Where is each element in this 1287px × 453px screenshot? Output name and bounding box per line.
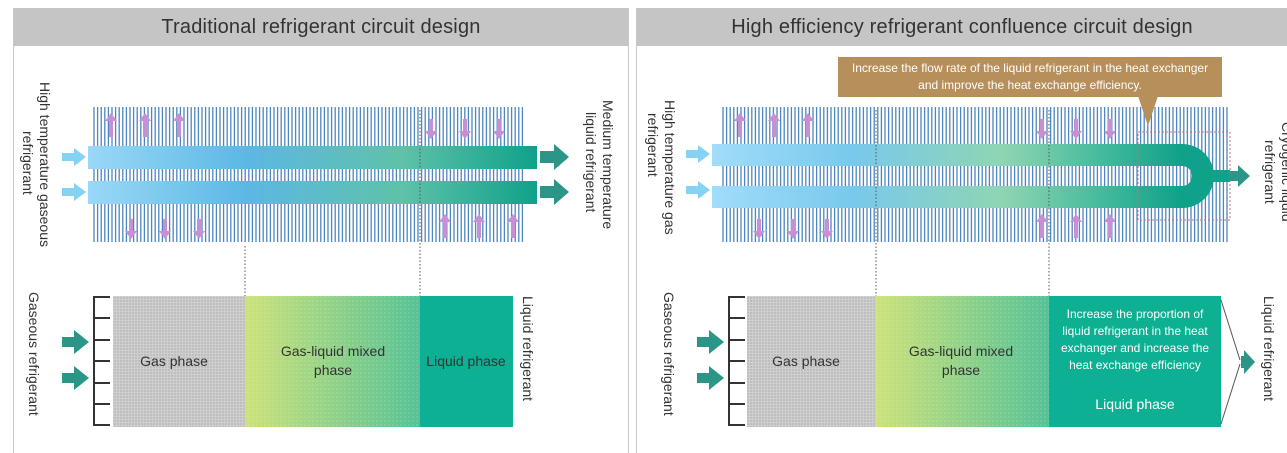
airflow-up-arrow xyxy=(1070,214,1082,238)
airflow-down-arrow xyxy=(1104,119,1116,139)
fin-lines xyxy=(722,107,1228,242)
callout-pointer xyxy=(1138,96,1158,126)
airflow-up-arrow xyxy=(507,214,519,238)
airflow-up-arrow xyxy=(1036,214,1048,238)
gas-inlet-arrow xyxy=(697,366,724,390)
airflow-up-arrow xyxy=(173,113,185,137)
liquid-phase-region xyxy=(420,296,513,427)
bottom-inlet-label: Gaseous refrigerant xyxy=(661,292,677,416)
gas-phase-region xyxy=(113,296,245,427)
gas-phase-label: Gas phase xyxy=(140,353,208,369)
mixed-phase-label: phase xyxy=(942,362,980,378)
airflow-up-arrow xyxy=(439,214,451,238)
panel-title-traditional: Traditional refrigerant circuit design xyxy=(14,8,628,46)
airflow-down-arrow xyxy=(125,219,137,239)
panel-high-efficiency: High efficiency refrigerant confluence c… xyxy=(636,8,1287,453)
airflow-arrows xyxy=(105,113,519,239)
mixed-phase-label: phase xyxy=(314,362,352,378)
liquid-phase-label: Liquid phase xyxy=(1095,396,1175,412)
confluence-tube xyxy=(712,144,1214,208)
panel-title-high-efficiency: High efficiency refrigerant confluence c… xyxy=(637,8,1287,46)
outlet-arrow xyxy=(540,179,569,205)
airflow-up-arrow xyxy=(768,113,780,137)
airflow-down-arrow xyxy=(193,219,205,239)
gas-inlet-arrow xyxy=(62,366,89,390)
airflow-up-arrow xyxy=(473,214,485,238)
panel-traditional: Traditional refrigerant circuit design xyxy=(13,8,629,453)
liquid-phase-region xyxy=(1049,296,1221,427)
airflow-down-arrow xyxy=(1036,119,1048,139)
outlet-arrow xyxy=(540,144,569,170)
inlet-arrow xyxy=(686,145,710,163)
refrigerant-tube-upper xyxy=(88,146,537,169)
mixed-phase-texture xyxy=(876,296,1049,427)
airflow-down-arrow xyxy=(753,219,765,239)
airflow-up-arrow xyxy=(105,113,117,137)
bottom-outlet-label: Liquid refrigerant xyxy=(520,296,536,401)
manifold-header xyxy=(93,296,110,426)
fin-lines xyxy=(93,107,524,242)
airflow-up-arrow xyxy=(802,113,814,137)
mixed-phase-label: Gas-liquid mixed xyxy=(909,343,1013,359)
airflow-down-arrow xyxy=(1070,119,1082,139)
outlet-label: Cryogenic liquid xyxy=(1279,122,1287,222)
airflow-up-arrow xyxy=(734,113,746,137)
gas-inlet-arrow xyxy=(62,330,89,354)
confluence-outlet-tube xyxy=(1212,170,1230,182)
airflow-down-arrow xyxy=(821,219,833,239)
manifold-header xyxy=(728,296,745,426)
inlet-label: refrigerant xyxy=(645,113,661,177)
outlet-arrow xyxy=(1230,165,1250,187)
inlet-label: High temperature gaseous xyxy=(37,82,53,247)
outlet-label: refrigerant xyxy=(1262,140,1278,204)
mixed-phase-texture xyxy=(245,296,420,427)
bottom-outlet-label: Liquid refrigerant xyxy=(1261,296,1277,401)
gas-phase-label: Gas phase xyxy=(772,353,840,369)
inlet-label: High temperature gas xyxy=(662,100,678,235)
outlet-label: Medium temperature xyxy=(600,100,616,229)
inlet-arrow xyxy=(686,181,710,199)
mixed-phase-label: Gas-liquid mixed xyxy=(281,343,385,359)
airflow-down-arrow xyxy=(787,219,799,239)
airflow-down-arrow xyxy=(493,119,505,139)
outlet-label: liquid refrigerant xyxy=(583,112,599,212)
gas-inlet-arrow xyxy=(697,330,724,354)
airflow-down-arrow xyxy=(425,119,437,139)
liquid-phase-label: Liquid phase xyxy=(426,353,506,369)
efficiency-callout: Increase the flow rate of the liquid ref… xyxy=(838,57,1222,97)
convergence-lines xyxy=(1220,299,1241,425)
airflow-arrows xyxy=(734,113,1116,239)
refrigerant-tube-lower xyxy=(88,181,537,204)
airflow-down-arrow xyxy=(459,119,471,139)
airflow-up-arrow xyxy=(139,113,151,137)
inlet-arrow xyxy=(62,148,86,166)
liquid-outlet-arrow xyxy=(1241,350,1255,374)
gas-phase-region xyxy=(747,296,876,427)
airflow-up-arrow xyxy=(1104,214,1116,238)
inlet-label: refrigerant xyxy=(20,131,36,195)
liquid-proportion-note: Increase the proportion of liquid refrig… xyxy=(1060,307,1210,372)
inlet-arrow xyxy=(62,183,86,201)
bottom-inlet-label: Gaseous refrigerant xyxy=(26,292,42,416)
airflow-down-arrow xyxy=(159,219,171,239)
